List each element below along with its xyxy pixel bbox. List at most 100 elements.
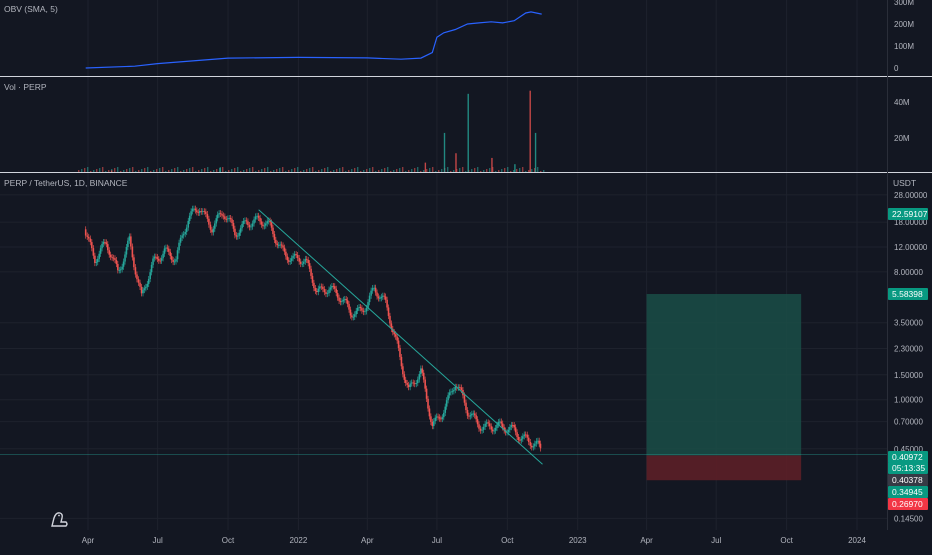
volume-bar: [381, 169, 383, 172]
candle-body: [187, 220, 190, 228]
candle-body: [98, 253, 100, 259]
candle-body: [263, 225, 266, 227]
candle-body: [482, 426, 485, 430]
trendline[interactable]: [258, 209, 543, 465]
volume-bar: [156, 169, 158, 172]
candle-body: [260, 221, 263, 225]
candle-body: [420, 368, 422, 375]
candle-body: [115, 259, 118, 265]
volume-bar: [120, 171, 122, 172]
loss-zone[interactable]: [646, 455, 802, 481]
volume-bar: [432, 167, 434, 172]
time-axis-label[interactable]: Oct: [501, 536, 514, 545]
volume-bar: [165, 171, 167, 172]
candle-body: [272, 227, 274, 235]
candle-body: [499, 421, 501, 423]
trendline-drawing[interactable]: [258, 209, 543, 465]
profit-zone[interactable]: [646, 294, 802, 456]
obv-axis-label[interactable]: 0: [894, 64, 899, 73]
price-axis-label[interactable]: 1.50000: [894, 371, 923, 380]
candle-body: [178, 242, 180, 251]
obv-indicator-title[interactable]: OBV (SMA, 5): [4, 4, 58, 14]
time-axis-label[interactable]: Jul: [153, 536, 163, 545]
candle-body: [432, 421, 435, 427]
candle-body: [400, 356, 403, 367]
candle-body: [208, 218, 210, 225]
candle-body: [188, 215, 191, 221]
candle-body: [242, 221, 245, 224]
obv-axis-label[interactable]: 100M: [894, 42, 914, 51]
volume-bar: [249, 168, 251, 172]
countdown-badge-bg: [888, 462, 928, 474]
volume-bar: [462, 167, 464, 172]
candle-body: [356, 307, 359, 311]
take-profit-badge: 5.58398: [892, 289, 923, 299]
symbol-title[interactable]: PERP / TetherUS, 1D, BINANCE: [4, 178, 128, 188]
volume-bar: [96, 169, 98, 172]
candle-body: [387, 307, 390, 316]
time-axis-label[interactable]: Jul: [432, 536, 442, 545]
candle-body: [390, 323, 393, 329]
candle-body: [235, 235, 238, 237]
candle-body: [527, 437, 530, 443]
time-axis-label[interactable]: 2024: [848, 536, 866, 545]
price-axis-label[interactable]: 8.00000: [894, 268, 923, 277]
candle-body: [247, 221, 249, 226]
price-axis-label[interactable]: 18.00000: [894, 218, 928, 227]
candle-body: [256, 215, 258, 217]
tradingview-dino-icon[interactable]: [51, 512, 68, 527]
time-axis[interactable]: Apr Jul Oct 2022 Apr Jul Oct 2023 Apr Jul Oct 2024: [82, 536, 867, 545]
candle-body: [232, 223, 235, 229]
price-axis-label[interactable]: 1.00000: [894, 396, 923, 405]
time-axis-label[interactable]: Apr: [82, 536, 95, 545]
obv-axis-label[interactable]: 300M: [894, 0, 914, 7]
candle-body: [111, 257, 113, 258]
volume-indicator-title[interactable]: Vol · PERP: [4, 82, 47, 92]
price-axis-label[interactable]: 2.30000: [894, 345, 923, 354]
candle-body: [376, 292, 378, 297]
long-position-tool[interactable]: [0, 294, 887, 481]
time-axis-label[interactable]: Oct: [780, 536, 793, 545]
volume-bar: [330, 171, 332, 172]
price-axis-label[interactable]: 0.14500: [894, 514, 923, 523]
candle-body: [231, 219, 233, 224]
volume-bar: [534, 168, 536, 172]
candle-body: [286, 256, 289, 261]
candle-body: [224, 216, 226, 219]
volume-bar: [252, 167, 254, 172]
candle-body: [471, 413, 473, 416]
time-axis-label[interactable]: Jul: [711, 536, 721, 545]
candle-body: [466, 410, 469, 416]
stop-loss-badge: 0.26970: [892, 499, 923, 509]
volume-bar: [453, 170, 455, 172]
price-axis-label[interactable]: 0.45000: [894, 445, 923, 454]
time-axis-label[interactable]: 2023: [569, 536, 587, 545]
price-axes[interactable]: 300M 200M 100M 0 40M 20M 28.00000 18.00000 12.00…: [894, 0, 928, 523]
price-axis-label[interactable]: 28.00000: [894, 191, 928, 200]
candle-body: [367, 302, 369, 308]
time-axis-label[interactable]: Oct: [222, 536, 235, 545]
volume-bar: [207, 167, 209, 172]
candle-body: [269, 220, 271, 223]
obv-axis-label[interactable]: 200M: [894, 20, 914, 29]
candle-body: [437, 416, 439, 418]
candle-body: [136, 274, 138, 280]
time-axis-label[interactable]: Apr: [640, 536, 653, 545]
price-axis-label[interactable]: 3.50000: [894, 319, 923, 328]
time-axis-label[interactable]: Apr: [361, 536, 374, 545]
volume-axis-label[interactable]: 40M: [894, 98, 910, 107]
candle-body: [320, 286, 323, 288]
price-axis-label[interactable]: 12.00000: [894, 243, 928, 252]
volume-bar: [438, 170, 440, 172]
volume-axis-label[interactable]: 20M: [894, 134, 910, 143]
candle-body: [428, 408, 431, 417]
candle-body: [341, 301, 343, 303]
volume-bar: [456, 169, 458, 172]
volume-bar: [339, 168, 341, 172]
volume-bar: [420, 171, 422, 172]
candle-body: [373, 287, 375, 289]
time-axis-label[interactable]: 2022: [290, 536, 308, 545]
price-axis-label[interactable]: 0.70000: [894, 418, 923, 427]
